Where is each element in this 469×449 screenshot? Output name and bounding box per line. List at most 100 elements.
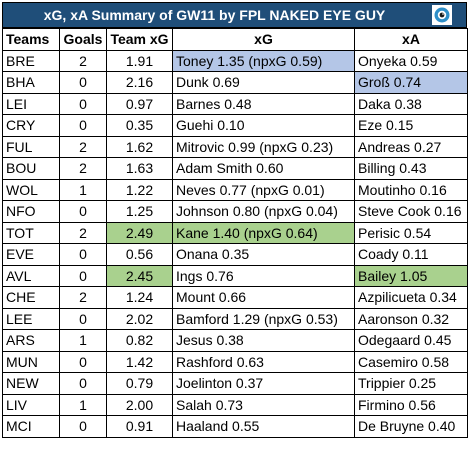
team-xg-cell: 2.00 xyxy=(106,393,173,416)
team-cell: MUN xyxy=(2,350,60,373)
goals-cell: 2 xyxy=(59,49,107,72)
xg-cell: Mount 0.66 xyxy=(172,286,355,309)
xa-cell: Azpilicueta 0.34 xyxy=(354,286,468,309)
table-row: NFO 0 1.25 Johnson 0.80 (npxG 0.04) Steve Co… xyxy=(2,200,468,223)
team-xg-cell: 2.02 xyxy=(106,307,173,330)
team-cell: BRE xyxy=(2,49,60,72)
team-xg-cell: 1.22 xyxy=(106,178,173,201)
team-cell: TOT xyxy=(2,221,60,244)
xg-cell: Toney 1.35 (npxG 0.59) xyxy=(172,49,355,72)
xa-cell: Bailey 1.05 xyxy=(354,264,468,287)
table-row: BOU 2 1.63 Adam Smith 0.60 Billing 0.43 xyxy=(2,157,468,180)
team-xg-cell: 1.25 xyxy=(106,200,173,223)
team-cell: CRY xyxy=(2,114,60,137)
goals-cell: 1 xyxy=(59,393,107,416)
goals-cell: 0 xyxy=(59,264,107,287)
xg-cell: Mitrovic 0.99 (npxG 0.23) xyxy=(172,135,355,158)
team-cell: WOL xyxy=(2,178,60,201)
table-row: LIV 1 2.00 Salah 0.73 Firmino 0.56 xyxy=(2,393,468,416)
col-header-goals: Goals xyxy=(59,28,107,51)
header-row: Teams Goals Team xG xG xA xyxy=(2,28,468,51)
goals-cell: 0 xyxy=(59,71,107,94)
table-row: MCI 0 0.91 Haaland 0.55 De Bruyne 0.40 xyxy=(2,415,468,438)
goals-cell: 0 xyxy=(59,415,107,438)
table-row: AVL 0 2.45 Ings 0.76 Bailey 1.05 xyxy=(2,264,468,287)
sheet-title: xG, xA Summary of GW11 by FPL NAKED EYE … xyxy=(43,7,386,23)
team-xg-cell: 2.45 xyxy=(106,264,173,287)
team-xg-cell: 2.49 xyxy=(106,221,173,244)
team-xg-cell: 0.82 xyxy=(106,329,173,352)
goals-cell: 0 xyxy=(59,372,107,395)
team-xg-cell: 1.62 xyxy=(106,135,173,158)
team-xg-cell: 0.79 xyxy=(106,372,173,395)
xa-cell: Billing 0.43 xyxy=(354,157,468,180)
xa-cell: Andreas 0.27 xyxy=(354,135,468,158)
table-row: NEW 0 0.79 Joelinton 0.37 Trippier 0.25 xyxy=(2,372,468,395)
xg-cell: Johnson 0.80 (npxG 0.04) xyxy=(172,200,355,223)
goals-cell: 0 xyxy=(59,114,107,137)
xa-cell: Odegaard 0.45 xyxy=(354,329,468,352)
xg-cell: Kane 1.40 (npxG 0.64) xyxy=(172,221,355,244)
col-header-xa: xA xyxy=(354,28,468,51)
xg-cell: Bamford 1.29 (npxG 0.53) xyxy=(172,307,355,330)
table-row: EVE 0 0.56 Onana 0.35 Coady 0.11 xyxy=(2,243,468,266)
table-row: FUL 2 1.62 Mitrovic 0.99 (npxG 0.23) Andreas… xyxy=(2,135,468,158)
xg-cell: Salah 0.73 xyxy=(172,393,355,416)
team-cell: EVE xyxy=(2,243,60,266)
goals-cell: 2 xyxy=(59,221,107,244)
team-xg-cell: 0.97 xyxy=(106,92,173,115)
table-row: BHA 0 2.16 Dunk 0.69 Groß 0.74 xyxy=(2,71,468,94)
xa-cell: Firmino 0.56 xyxy=(354,393,468,416)
goals-cell: 0 xyxy=(59,307,107,330)
col-header-teams: Teams xyxy=(2,28,60,51)
table-row: ARS 1 0.82 Jesus 0.38 Odegaard 0.45 xyxy=(2,329,468,352)
xa-cell: Groß 0.74 xyxy=(354,71,468,94)
goals-cell: 0 xyxy=(59,243,107,266)
team-xg-cell: 1.91 xyxy=(106,49,173,72)
goals-cell: 2 xyxy=(59,157,107,180)
xg-cell: Rashford 0.63 xyxy=(172,350,355,373)
xa-cell: Onyeka 0.59 xyxy=(354,49,468,72)
goals-cell: 0 xyxy=(59,92,107,115)
team-cell: NFO xyxy=(2,200,60,223)
title-bar: xG, xA Summary of GW11 by FPL NAKED EYE … xyxy=(2,2,467,28)
table-row: MUN 0 1.42 Rashford 0.63 Casemiro 0.58 xyxy=(2,350,468,373)
team-xg-cell: 1.24 xyxy=(106,286,173,309)
xa-cell: Coady 0.11 xyxy=(354,243,468,266)
table-row: LEI 0 0.97 Barnes 0.48 Daka 0.38 xyxy=(2,92,468,115)
xg-cell: Neves 0.77 (npxG 0.01) xyxy=(172,178,355,201)
xg-cell: Joelinton 0.37 xyxy=(172,372,355,395)
goals-cell: 1 xyxy=(59,329,107,352)
team-cell: LEE xyxy=(2,307,60,330)
team-xg-cell: 0.56 xyxy=(106,243,173,266)
goals-cell: 1 xyxy=(59,178,107,201)
col-header-xg: xG xyxy=(172,28,355,51)
xg-cell: Dunk 0.69 xyxy=(172,71,355,94)
xa-cell: Eze 0.15 xyxy=(354,114,468,137)
team-cell: BHA xyxy=(2,71,60,94)
team-cell: ARS xyxy=(2,329,60,352)
table-row: CHE 2 1.24 Mount 0.66 Azpilicueta 0.34 xyxy=(2,286,468,309)
col-header-team-xg: Team xG xyxy=(106,28,173,51)
xa-cell: Aaronson 0.32 xyxy=(354,307,468,330)
team-xg-cell: 0.91 xyxy=(106,415,173,438)
xa-cell: Steve Cook 0.16 xyxy=(354,200,468,223)
summary-table: Teams Goals Team xG xG xA BRE 2 1.91 Toney … xyxy=(2,28,468,438)
xg-cell: Haaland 0.55 xyxy=(172,415,355,438)
goals-cell: 2 xyxy=(59,286,107,309)
summary-sheet: xG, xA Summary of GW11 by FPL NAKED EYE … xyxy=(2,2,468,438)
table-body: BRE 2 1.91 Toney 1.35 (npxG 0.59) Onyeka 0.5… xyxy=(2,49,468,438)
xg-cell: Onana 0.35 xyxy=(172,243,355,266)
team-cell: MCI xyxy=(2,415,60,438)
xa-cell: De Bruyne 0.40 xyxy=(354,415,468,438)
table-row: WOL 1 1.22 Neves 0.77 (npxG 0.01) Moutinho 0… xyxy=(2,178,468,201)
team-xg-cell: 0.35 xyxy=(106,114,173,137)
xa-cell: Moutinho 0.16 xyxy=(354,178,468,201)
team-cell: LEI xyxy=(2,92,60,115)
table-row: BRE 2 1.91 Toney 1.35 (npxG 0.59) Onyeka 0.5… xyxy=(2,49,468,72)
xg-cell: Barnes 0.48 xyxy=(172,92,355,115)
eye-icon xyxy=(432,5,452,25)
goals-cell: 0 xyxy=(59,350,107,373)
xg-cell: Ings 0.76 xyxy=(172,264,355,287)
table-row: TOT 2 2.49 Kane 1.40 (npxG 0.64) Perisic 0.5… xyxy=(2,221,468,244)
